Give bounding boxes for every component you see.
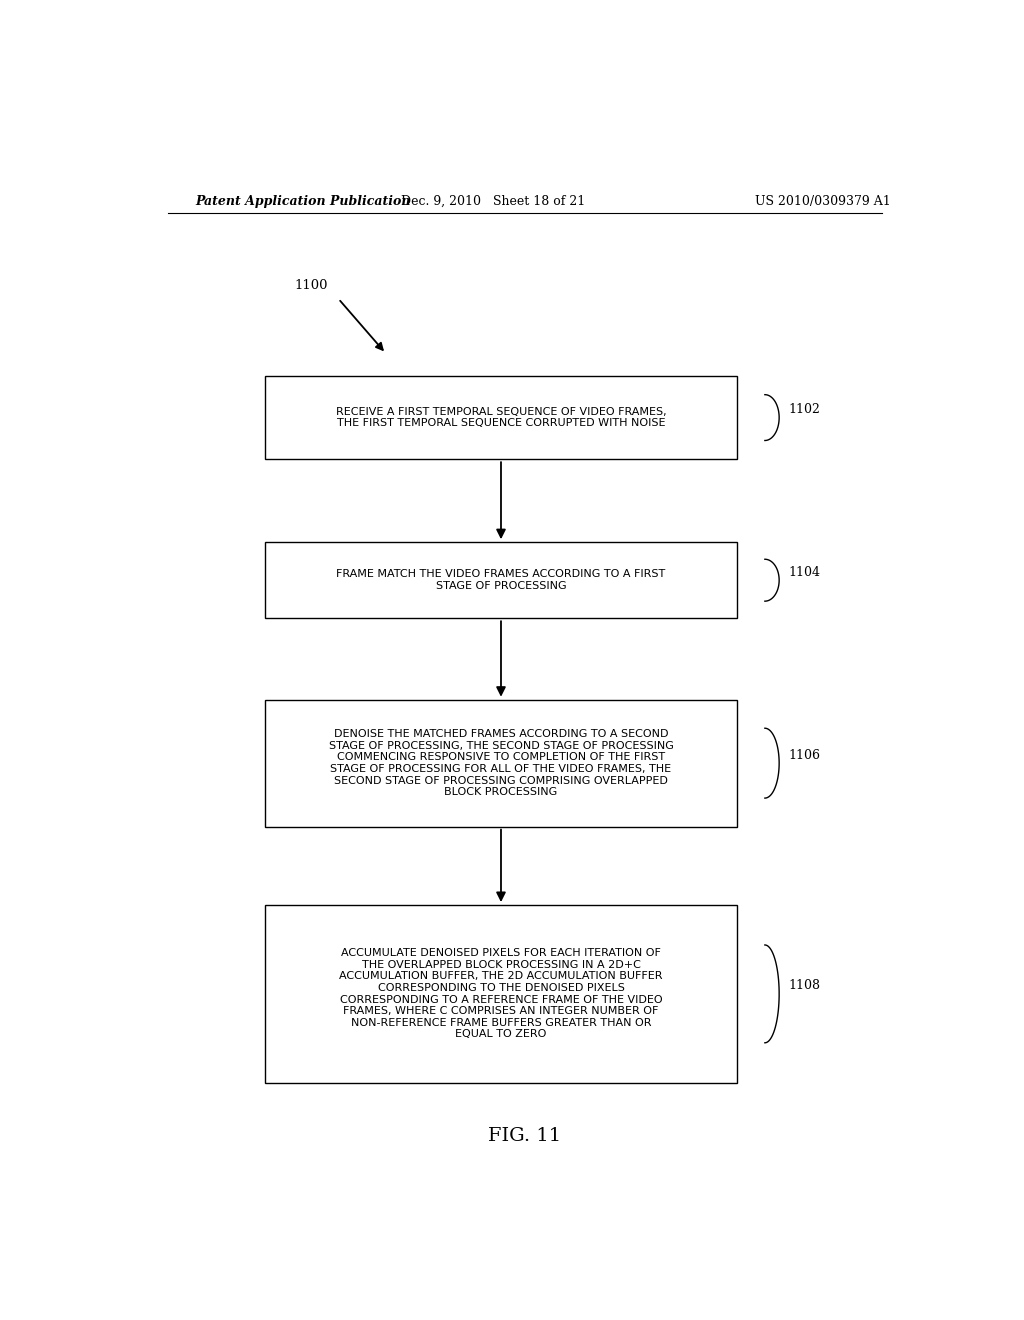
Bar [265,906,737,1082]
Text: DENOISE THE MATCHED FRAMES ACCORDING TO A SECOND
STAGE OF PROCESSING, THE SECOND: DENOISE THE MATCHED FRAMES ACCORDING TO … [329,729,674,797]
Text: FIG. 11: FIG. 11 [488,1127,561,1146]
Text: 1106: 1106 [788,748,820,762]
Bar [265,376,737,459]
Text: 1104: 1104 [788,565,820,578]
Text: 1100: 1100 [295,279,328,292]
Text: FRAME MATCH THE VIDEO FRAMES ACCORDING TO A FIRST
STAGE OF PROCESSING: FRAME MATCH THE VIDEO FRAMES ACCORDING T… [336,569,666,591]
Text: US 2010/0309379 A1: US 2010/0309379 A1 [755,194,890,207]
Text: 1102: 1102 [788,403,820,416]
Text: Dec. 9, 2010   Sheet 18 of 21: Dec. 9, 2010 Sheet 18 of 21 [401,194,585,207]
Text: RECEIVE A FIRST TEMPORAL SEQUENCE OF VIDEO FRAMES,
THE FIRST TEMPORAL SEQUENCE C: RECEIVE A FIRST TEMPORAL SEQUENCE OF VID… [336,407,667,429]
Text: ACCUMULATE DENOISED PIXELS FOR EACH ITERATION OF
THE OVERLAPPED BLOCK PROCESSING: ACCUMULATE DENOISED PIXELS FOR EACH ITER… [339,948,663,1039]
Text: Patent Application Publication: Patent Application Publication [196,194,411,207]
Bar [265,543,737,618]
Bar [265,700,737,826]
Text: 1108: 1108 [788,979,820,993]
